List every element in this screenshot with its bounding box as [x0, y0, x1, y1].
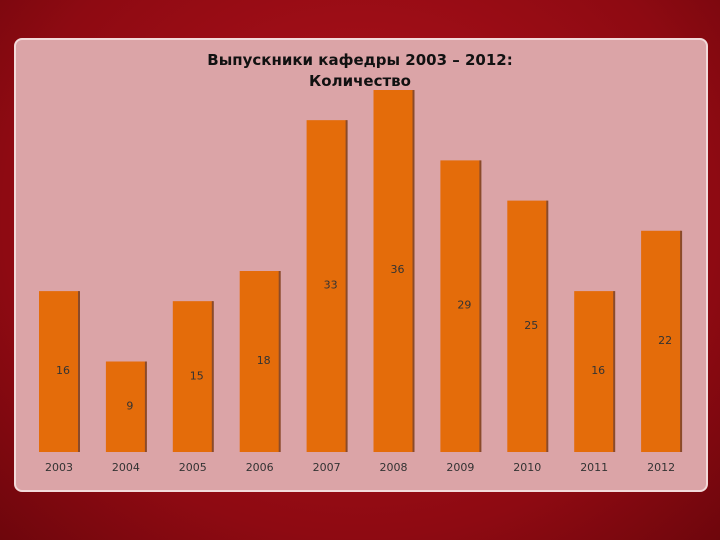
x-tick-label: 2006	[246, 461, 274, 474]
x-tick-label: 2004	[112, 461, 140, 474]
bar-edge	[78, 291, 80, 452]
bar	[105, 361, 146, 452]
value-label: 29	[457, 299, 471, 312]
chart-title: Выпускники кафедры 2003 – 2012: Количест…	[207, 51, 513, 90]
bar-edge	[479, 160, 482, 452]
bar	[39, 291, 79, 452]
bar-edge	[278, 271, 281, 452]
value-label: 18	[257, 354, 271, 367]
bar	[172, 301, 213, 452]
bar	[306, 120, 347, 453]
bar	[373, 90, 414, 452]
bar-edge	[144, 361, 147, 452]
bar-edge	[211, 301, 214, 452]
bar	[574, 291, 615, 452]
x-tick-label: 2012	[647, 461, 675, 474]
bar-edge	[680, 230, 683, 452]
bar	[239, 271, 280, 452]
value-label: 25	[524, 319, 538, 332]
value-label: 16	[591, 364, 605, 377]
bar-edge	[546, 200, 549, 452]
value-label: 9	[126, 400, 133, 413]
x-tick-label: 2003	[45, 461, 73, 474]
x-tick-label: 2009	[446, 461, 474, 474]
bar	[507, 200, 548, 452]
bar	[440, 160, 481, 452]
value-label: 22	[658, 334, 672, 347]
x-tick-label: 2010	[513, 461, 541, 474]
bar	[641, 230, 682, 452]
bar-edge	[412, 90, 415, 452]
value-label: 16	[56, 364, 70, 377]
bar-edge	[613, 291, 616, 452]
x-tick-label: 2005	[179, 461, 207, 474]
value-label: 33	[324, 278, 338, 291]
x-tick-label: 2008	[380, 461, 408, 474]
x-tick-label: 2011	[580, 461, 608, 474]
bar-edge	[345, 120, 348, 453]
x-tick-label: 2007	[313, 461, 341, 474]
value-label: 15	[190, 369, 204, 382]
value-label: 36	[391, 263, 405, 276]
